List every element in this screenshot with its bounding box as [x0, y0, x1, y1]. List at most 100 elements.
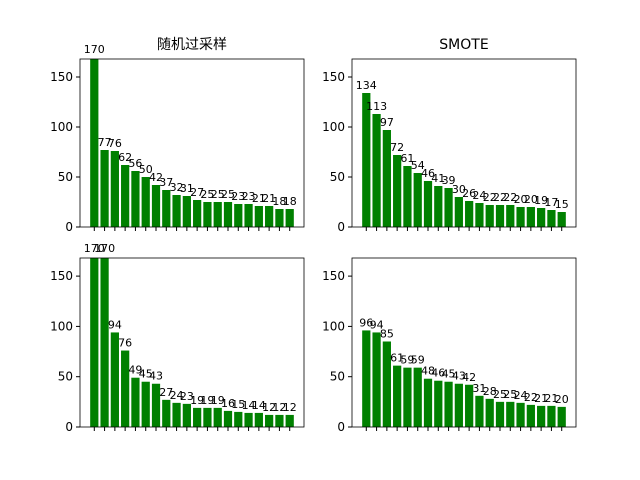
- value-label: 12: [283, 401, 297, 414]
- bar: [182, 196, 191, 227]
- value-label: 22: [524, 391, 538, 404]
- value-label: 39: [442, 174, 456, 187]
- bar: [444, 381, 453, 427]
- bar: [223, 202, 233, 227]
- bar: [372, 114, 381, 227]
- value-label: 42: [462, 371, 476, 384]
- bar: [537, 405, 546, 427]
- axes-frame: [351, 58, 577, 228]
- bar: [110, 332, 119, 427]
- bar: [203, 407, 212, 427]
- bar: [90, 59, 99, 227]
- plot-area: [362, 93, 566, 227]
- value-label: 54: [411, 159, 425, 172]
- value-label: 23: [180, 390, 194, 403]
- value-label: 49: [128, 364, 142, 377]
- bar: [485, 398, 494, 427]
- value-label: 19: [200, 394, 214, 407]
- y-tick-label: 0: [65, 220, 73, 234]
- bar: [475, 203, 484, 227]
- value-label: 14: [242, 399, 256, 412]
- bar: [110, 151, 119, 227]
- value-label: 59: [400, 354, 414, 367]
- bar: [475, 395, 484, 427]
- y-tick-label: 0: [65, 420, 73, 434]
- value-label: 43: [149, 370, 163, 383]
- value-label: 21: [534, 392, 548, 405]
- bar: [423, 181, 433, 227]
- y-tick-label: 150: [322, 269, 345, 283]
- bar: [516, 402, 525, 427]
- bar: [444, 188, 453, 227]
- value-label: 41: [431, 172, 445, 185]
- y-tick-label: 0: [337, 220, 345, 234]
- value-label: 19: [211, 394, 225, 407]
- value-label: 14: [252, 399, 266, 412]
- value-label: 27: [190, 186, 204, 199]
- plot-area: [90, 59, 294, 227]
- plot-area: [90, 258, 294, 427]
- value-label: 45: [442, 368, 456, 381]
- bar: [121, 350, 130, 427]
- value-label: 42: [149, 171, 163, 184]
- value-label: 85: [380, 327, 394, 340]
- bar: [265, 206, 274, 227]
- bar: [275, 414, 284, 427]
- y-tick-label: 100: [50, 120, 73, 134]
- value-label: 17: [544, 196, 558, 209]
- bar: [393, 365, 402, 427]
- value-label: 18: [272, 195, 286, 208]
- plot-area: [362, 330, 566, 427]
- bar: [547, 405, 556, 427]
- bar: [151, 185, 161, 227]
- bar: [285, 414, 294, 427]
- value-label: 21: [544, 392, 558, 405]
- axes-frame: [351, 257, 577, 428]
- y-tick-label: 50: [58, 370, 73, 384]
- value-label: 27: [159, 386, 173, 399]
- bar: [557, 406, 566, 427]
- y-tick-label: 150: [322, 70, 345, 84]
- bar: [434, 380, 443, 427]
- bar: [393, 155, 402, 227]
- bar: [465, 384, 474, 427]
- bar: [454, 197, 463, 227]
- value-label: 32: [170, 181, 184, 194]
- bar: [141, 177, 150, 227]
- bar: [547, 210, 556, 227]
- value-label: 61: [390, 352, 404, 365]
- bar: [403, 367, 412, 427]
- bar: [382, 130, 391, 227]
- value-label: 45: [139, 368, 153, 381]
- bar: [434, 186, 443, 227]
- value-label: 15: [231, 398, 245, 411]
- bar: [362, 93, 371, 227]
- bar: [254, 412, 263, 427]
- value-label: 43: [452, 370, 466, 383]
- bar: [465, 201, 474, 227]
- value-label: 56: [128, 157, 142, 170]
- value-label: 97: [380, 116, 394, 129]
- value-label: 46: [421, 167, 435, 180]
- bar: [506, 401, 515, 427]
- value-label: 28: [483, 385, 497, 398]
- value-label: 94: [108, 318, 122, 331]
- value-label: 113: [366, 100, 387, 113]
- bar: [516, 207, 525, 227]
- bar: [234, 204, 243, 227]
- y-tick-label: 100: [322, 120, 345, 134]
- value-label: 59: [411, 354, 425, 367]
- value-label: 22: [503, 191, 517, 204]
- value-label: 23: [242, 190, 256, 203]
- value-label: 72: [390, 141, 404, 154]
- value-label: 24: [472, 189, 486, 202]
- bar: [372, 332, 381, 427]
- y-tick-label: 150: [50, 269, 73, 283]
- value-label: 170: [84, 43, 105, 56]
- value-label: 16: [221, 397, 235, 410]
- bar: [223, 410, 233, 427]
- bar: [495, 401, 505, 427]
- bar: [131, 377, 140, 427]
- value-label: 21: [262, 192, 276, 205]
- value-label: 76: [118, 337, 132, 350]
